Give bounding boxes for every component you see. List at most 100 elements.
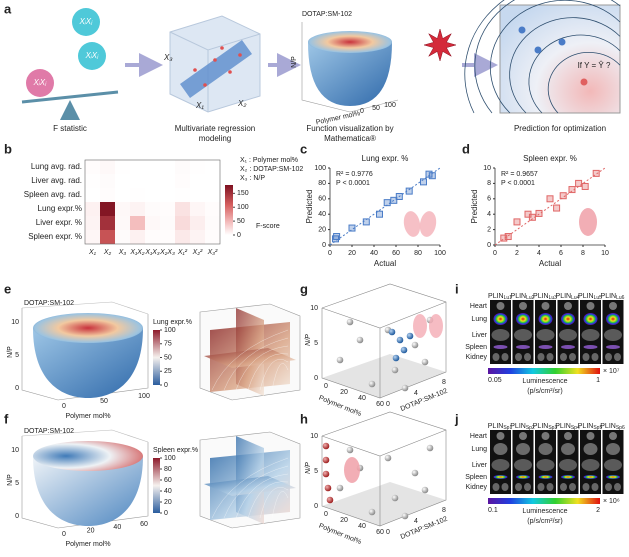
panel-label: d (462, 141, 470, 156)
kidney (492, 483, 500, 491)
axis-label: X₂ (237, 99, 246, 108)
box-edge (21, 301, 149, 315)
surface-side (33, 328, 143, 398)
row-label: Spleen expr. % (28, 232, 82, 241)
axis-label: X₁ (195, 101, 204, 110)
column-label: X₁X₃ (144, 249, 160, 256)
colorbar-tick-label: 0 (164, 382, 168, 389)
tick-label: 20 (340, 389, 348, 396)
y-tick-label: 2 (487, 226, 491, 233)
colorbar-tick-label: 100 (237, 204, 249, 211)
sphere (421, 358, 429, 366)
liver (491, 329, 510, 341)
sphere (411, 469, 419, 477)
x-tick-label: 10 (601, 250, 609, 257)
tick-label: 0 (62, 531, 66, 538)
lung (583, 313, 598, 325)
heat-cell (160, 202, 175, 216)
heat-cell (205, 216, 220, 230)
panel-label: e (4, 281, 11, 296)
x-tick-label: 4 (537, 250, 541, 257)
colorbar-scale: × 10⁶ (603, 498, 620, 505)
tick-label: 0 (62, 403, 66, 410)
point (553, 204, 561, 212)
floor (322, 354, 446, 398)
box-edge (321, 411, 447, 527)
tick-label: 5 (314, 340, 318, 347)
bowl-top (308, 31, 392, 53)
x-tick-label: 100 (434, 250, 446, 257)
box-edge (321, 283, 447, 399)
heart (564, 302, 572, 310)
heat-cell (100, 216, 115, 230)
sphere (400, 346, 408, 354)
heat-cell (175, 160, 190, 174)
column-label-base: PLIN (511, 293, 527, 300)
kidney (501, 483, 509, 491)
x-tick-label: 60 (392, 250, 400, 257)
sphere (401, 384, 409, 392)
tick-label: 40 (113, 524, 121, 531)
organ-label: Heart (470, 303, 487, 310)
spleen (493, 475, 508, 479)
tick-label: 5 (15, 480, 19, 487)
point (546, 195, 554, 203)
heat-cell (85, 174, 100, 188)
colorbar-tick-label: 40 (164, 488, 172, 495)
column-label: X₃ (118, 249, 127, 256)
kidney (546, 483, 554, 491)
x-tick-label: 80 (414, 250, 422, 257)
heat-cell (100, 230, 115, 244)
column-label-base: PLIN (488, 423, 504, 430)
x-tick-label: 2 (515, 250, 519, 257)
spleen (493, 345, 508, 349)
slice (204, 476, 296, 496)
x-tick-label: 6 (559, 250, 563, 257)
row-label: Lung expr.% (38, 204, 82, 213)
contour (223, 337, 289, 391)
point (580, 78, 588, 86)
heart (541, 432, 550, 440)
step-caption: Multivariate regression (175, 124, 255, 133)
tick-label: 50 (100, 398, 108, 405)
kidney (560, 353, 567, 361)
tick-label: 40 (358, 523, 366, 530)
y-tick-label: 80 (318, 180, 326, 187)
tick-label: 8 (442, 379, 446, 386)
y-tick-label: 6 (487, 196, 491, 203)
column-label-base: PLIN (601, 293, 617, 300)
tick-label: 0 (314, 503, 318, 510)
sample-dot (213, 58, 217, 62)
axis-label: N/P (305, 462, 312, 474)
kidney (537, 483, 545, 491)
column-label: PLINLu2 (511, 293, 535, 301)
sphere (388, 328, 396, 336)
heat-cell (85, 160, 100, 174)
colorbar-tick-label: 60 (164, 477, 172, 484)
heat-cell (145, 230, 160, 244)
point (420, 178, 427, 186)
ball-label: XᵢXⱼ (84, 51, 99, 60)
tick-label: 10 (310, 305, 318, 312)
sphere (326, 496, 334, 504)
heart (496, 302, 505, 310)
contour (528, 34, 621, 114)
axis-label: Polymer mol% (65, 413, 110, 420)
column-label-base: PLIN (555, 423, 571, 430)
kidney (582, 353, 590, 361)
slice (204, 348, 296, 368)
colorbar-tick-label: 150 (237, 190, 249, 197)
colorbar-tick-label: 0 (164, 510, 168, 517)
colorbar-label: Lung expr.% (153, 319, 192, 326)
surface-side (33, 456, 143, 526)
column-label-base: PLIN (533, 293, 549, 300)
colorbar-tick-label: 20 (164, 499, 172, 506)
sphere (336, 484, 344, 492)
heat-cell (190, 160, 205, 174)
step-caption: modeling (199, 134, 231, 143)
lung (516, 313, 530, 325)
colorbar-tick-label: 25 (164, 368, 172, 375)
point (568, 186, 576, 194)
panel-label: b (4, 141, 12, 156)
sphere (401, 512, 409, 520)
